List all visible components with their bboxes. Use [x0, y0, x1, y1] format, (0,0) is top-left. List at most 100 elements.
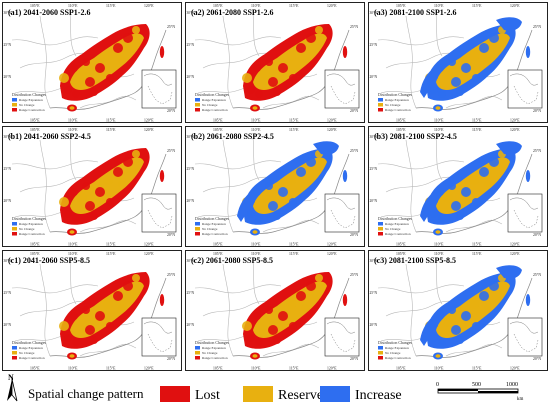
range-patch [278, 63, 288, 73]
bottom-tick-label: 115°E [106, 367, 116, 371]
taiwan-island [525, 170, 531, 182]
left-tick-label: 25°N [4, 43, 12, 47]
taiwan-island [159, 46, 165, 58]
inset-dashline [330, 209, 356, 229]
left-tick-label: 20°N [4, 75, 12, 79]
range-patch [90, 336, 98, 344]
range-patch [82, 182, 90, 190]
panel-legend-label: Range Expansion [385, 222, 409, 226]
province-border [405, 15, 417, 109]
top-tick-label: 110°E [68, 128, 78, 132]
panel-legend-title: Distribution Changes [378, 92, 413, 97]
inset-frame [324, 193, 360, 233]
province-border [39, 263, 51, 357]
bottom-tick-label: 110°E [434, 367, 444, 371]
left-tick-label: 20°N [370, 323, 378, 327]
inset-frame [141, 69, 177, 109]
reserved-swatch [243, 386, 273, 402]
range-patch [64, 86, 72, 94]
province-border [69, 13, 77, 57]
range-patch [255, 214, 263, 222]
left-tick-label: 30°N [4, 11, 12, 15]
top-tick-label: 115°E [106, 128, 116, 132]
range-patch [265, 306, 273, 314]
top-tick-label: 120°E [144, 4, 154, 8]
province-border [377, 36, 465, 46]
range-patch [296, 43, 306, 53]
range-patch [443, 69, 453, 79]
bottom-tick-label: 115°E [472, 119, 482, 123]
province-border [69, 137, 77, 181]
south-china-sea-inset [507, 69, 543, 109]
top-tick-label: 110°E [434, 128, 444, 132]
coastline [49, 153, 167, 234]
range-patch [273, 88, 281, 96]
range-patch [438, 214, 446, 222]
province-border [262, 343, 320, 357]
map-panel-c2: Distribution Changes Range Expansion No Ch… [185, 250, 365, 371]
south-china-sea-inset [141, 193, 177, 233]
range-patch [461, 187, 471, 197]
panel-legend-swatch [12, 103, 17, 107]
range-patch [484, 304, 492, 312]
top-tick-label: 115°E [472, 252, 482, 256]
range-patch [72, 90, 80, 98]
province-border [11, 284, 99, 294]
footer-svg: N Spatial change pattern Lost Reserved I… [7, 373, 524, 403]
bottom-tick-label: 110°E [68, 119, 78, 123]
inset-coast [509, 197, 539, 210]
range-patch [70, 188, 78, 196]
left-tick-label: 25°N [4, 167, 12, 171]
inset-frame [141, 193, 177, 233]
panel-title: (a2) 2061-2080 SSP1-2.6 [191, 8, 273, 17]
panel-legend-label: No Change [19, 351, 35, 355]
left-tick-label: 25°N [4, 291, 12, 295]
inset-coast [143, 197, 173, 210]
panel-legend-label: Range Expansion [385, 98, 409, 102]
increase-region [420, 316, 438, 346]
range-patch [255, 338, 263, 346]
top-tick-label: 120°E [327, 252, 337, 256]
panel-legend-swatch [378, 108, 383, 112]
range-patch [64, 210, 72, 218]
left-tick-label: 20°N [370, 75, 378, 79]
range-patch [296, 167, 306, 177]
province-border [222, 263, 234, 357]
map-body [377, 137, 533, 236]
province-border [11, 36, 99, 46]
map-body [11, 261, 167, 360]
bottom-tick-label: 110°E [251, 119, 261, 123]
bottom-tick-label: 115°E [106, 243, 116, 247]
bottom-tick-label: 120°E [327, 367, 337, 371]
panel-legend-label: Range Contraction [19, 108, 45, 112]
increase-region [237, 192, 255, 222]
left-tick-label: 20°N [370, 199, 378, 203]
province-border [194, 160, 282, 170]
bottom-tick-label: 110°E [434, 243, 444, 247]
left-tick-label: 30°N [187, 11, 195, 15]
left-tick-label: 20°N [187, 75, 195, 79]
bottom-tick-label: 120°E [327, 243, 337, 247]
province-border [262, 95, 320, 109]
inset-coast [509, 73, 539, 86]
top-tick-label: 110°E [251, 4, 261, 8]
range-patch [484, 180, 492, 188]
inset-frame [507, 317, 543, 357]
range-patch [472, 74, 480, 82]
map-panel-c1: Distribution Changes Range Expansion No Ch… [2, 250, 182, 371]
footer-legend: N Spatial change pattern Lost Reserved I… [0, 373, 550, 407]
left-tick-label: 30°N [4, 135, 12, 139]
top-tick-label: 110°E [434, 252, 444, 256]
top-tick-label: 115°E [472, 4, 482, 8]
bottom-tick-label: 110°E [68, 367, 78, 371]
left-tick-label: 25°N [187, 43, 195, 47]
panel-legend-label: Range Contraction [385, 232, 411, 236]
range-patch [456, 88, 464, 96]
right-tick-label: 25°N [350, 149, 358, 153]
